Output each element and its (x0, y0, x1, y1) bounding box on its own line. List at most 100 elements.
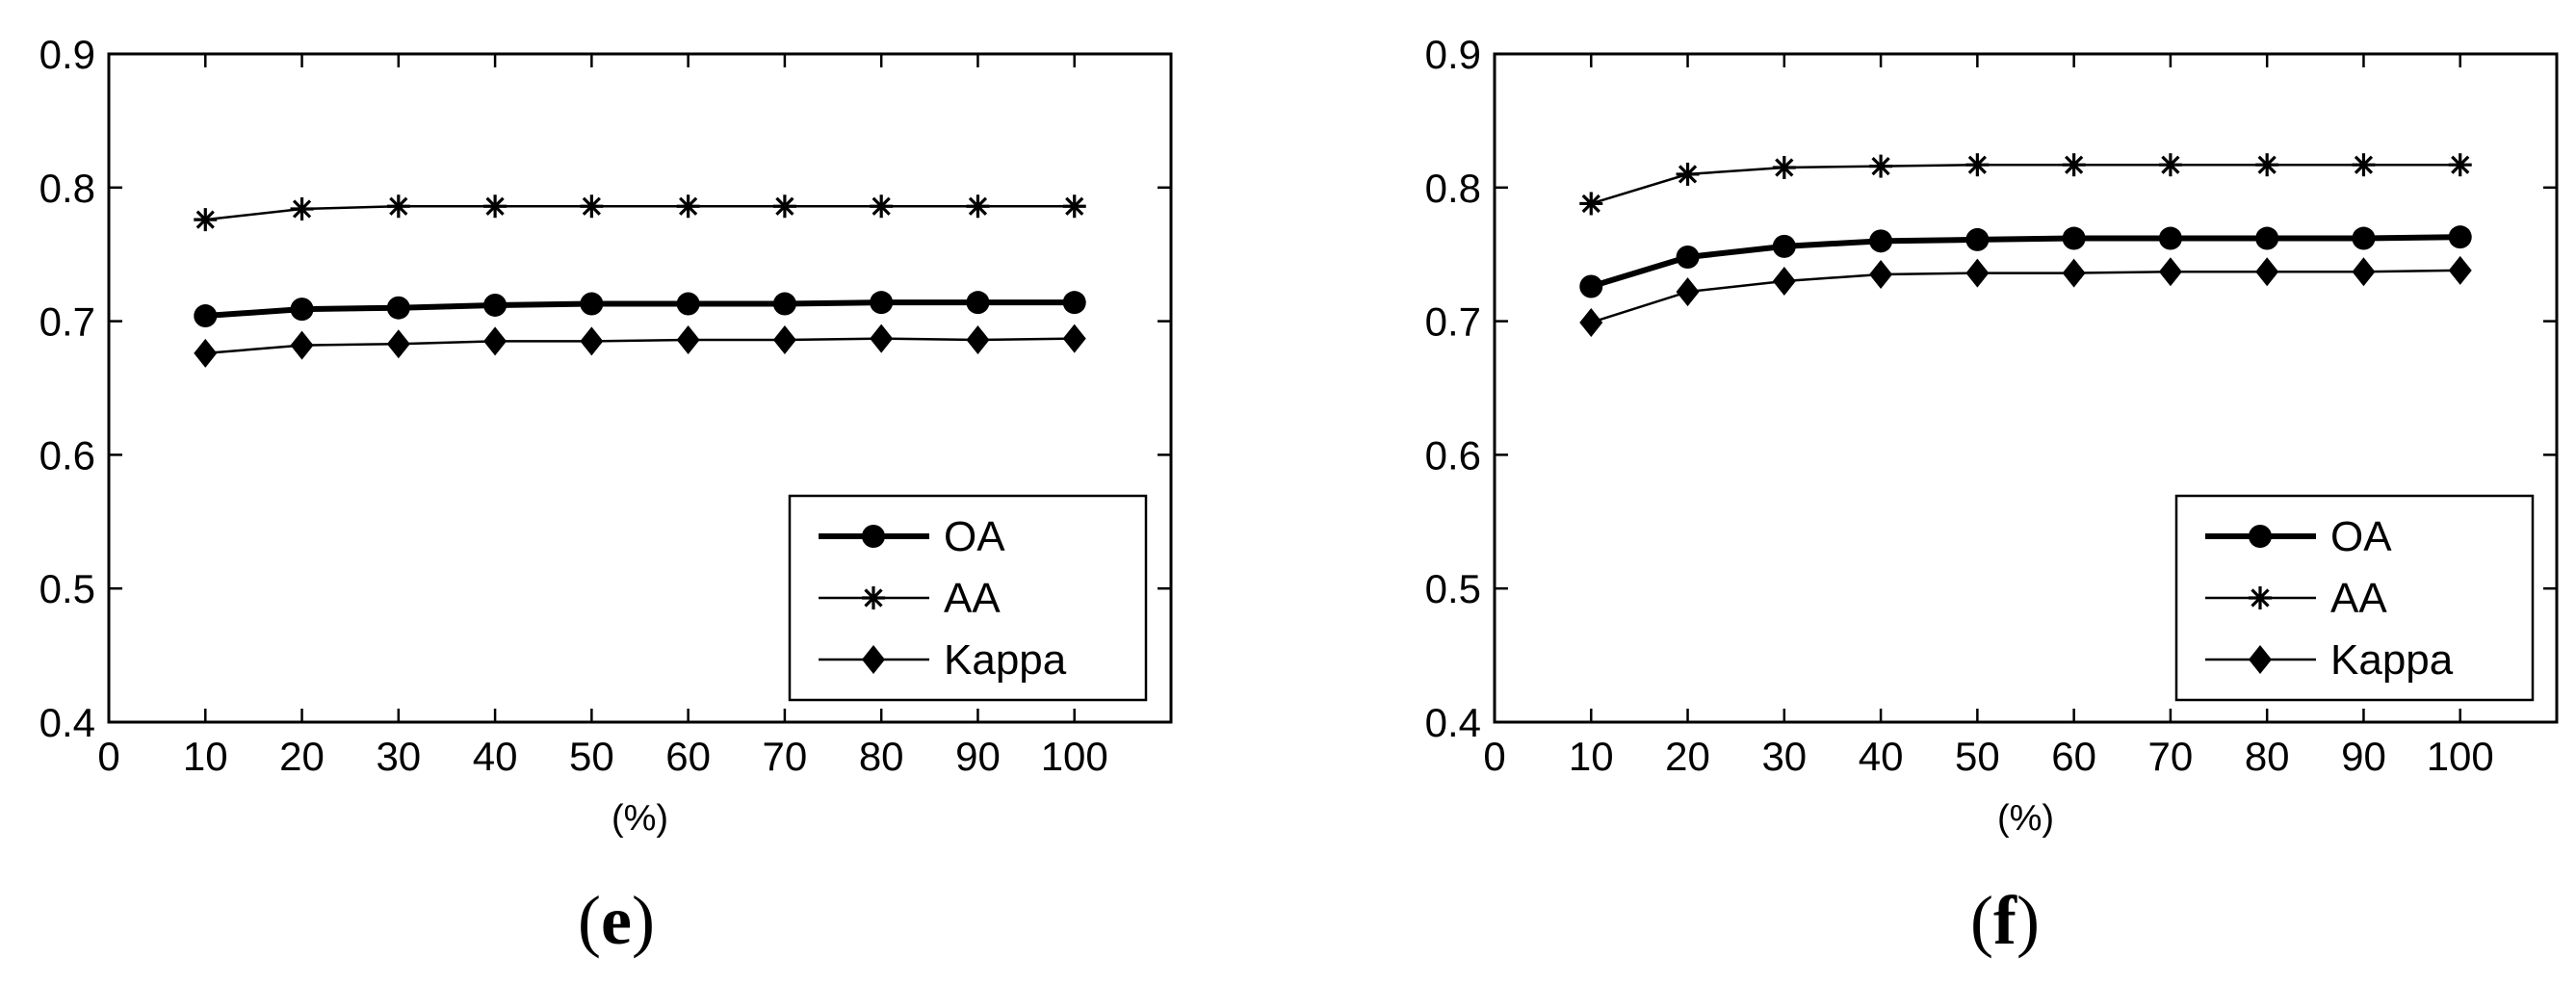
x-tick-label: 50 (1955, 734, 2000, 779)
point-oa (772, 292, 796, 316)
x-tick-label: 40 (473, 734, 518, 779)
legend: OA AA Kappa (2174, 494, 2535, 702)
caption-open-paren: ( (578, 882, 601, 959)
point-kappa (2062, 258, 2086, 288)
point-kappa (386, 329, 410, 359)
series-line-oa (205, 299, 1075, 320)
y-tick-label: 0.9 (1425, 32, 1481, 77)
point-kappa (2352, 257, 2376, 287)
x-tick-label: 100 (1041, 734, 1108, 779)
point-oa (1965, 227, 1990, 251)
point-aa (1965, 153, 1990, 177)
point-kappa (2158, 257, 2182, 287)
legend-marker-kappa (862, 645, 885, 674)
y-tick-label: 0.5 (39, 566, 95, 611)
point-aa (1676, 162, 1700, 186)
caption-open-paren: ( (1970, 882, 1993, 959)
point-aa (580, 194, 604, 219)
x-tick-label: 50 (569, 734, 614, 779)
point-oa (1579, 274, 1603, 298)
point-oa (1676, 245, 1700, 269)
y-tick-label: 0.4 (39, 700, 95, 745)
point-oa (386, 296, 410, 320)
legend-label-kappa: Kappa (944, 636, 1067, 684)
series-line-kappa (205, 337, 1075, 355)
point-aa (772, 194, 796, 219)
point-oa (1869, 229, 1893, 253)
point-kappa (2255, 257, 2279, 287)
legend-marker-aa (2249, 586, 2272, 609)
point-aa (676, 194, 700, 219)
plot-frame (1493, 52, 2559, 724)
x-tick-label: 20 (279, 734, 325, 779)
chart-panel-e: 0 10 20 30 40 50 60 70 80 90 100 0.4 0.5 0.6 0.7 0.8 0.9… (39, 32, 1173, 959)
legend-marker-oa (862, 525, 885, 548)
point-oa (676, 292, 700, 316)
point-kappa (1062, 324, 1086, 353)
y-tick-label: 0.6 (1425, 432, 1481, 478)
point-aa (2158, 153, 2182, 177)
x-tick-label: 0 (97, 734, 119, 779)
point-aa (386, 194, 410, 219)
point-oa (2255, 226, 2279, 250)
point-oa (290, 298, 314, 322)
x-axis-label: (%) (1997, 798, 2054, 839)
panel-caption: (e) (578, 882, 655, 959)
point-aa (1579, 192, 1603, 216)
legend-label-aa: AA (944, 575, 1001, 622)
caption-letter: f (1993, 882, 2017, 959)
point-kappa (194, 338, 218, 368)
point-kappa (483, 326, 507, 356)
x-tick-label: 60 (2051, 734, 2096, 779)
point-kappa (1965, 258, 1990, 288)
point-oa (483, 293, 507, 317)
x-tick-label: 80 (859, 734, 904, 779)
point-aa (290, 197, 314, 221)
point-aa (194, 208, 218, 232)
caption-letter: e (601, 882, 632, 959)
point-aa (1869, 154, 1893, 178)
point-kappa (290, 330, 314, 360)
point-kappa (1772, 266, 1796, 296)
point-kappa (580, 326, 604, 356)
point-kappa (1676, 277, 1700, 307)
x-tick-label: 70 (763, 734, 808, 779)
point-oa (580, 292, 604, 316)
point-aa (483, 194, 507, 219)
x-tick-label: 90 (2341, 734, 2386, 779)
panel-caption: (f) (1970, 882, 2040, 959)
y-tick-label: 0.7 (1425, 299, 1481, 345)
plot-frame (107, 52, 1173, 724)
legend-label-oa: OA (944, 513, 1005, 560)
legend-marker-kappa (2249, 645, 2272, 674)
legend-label-kappa: Kappa (2330, 636, 2454, 684)
point-oa (2352, 226, 2376, 250)
point-oa (966, 291, 990, 315)
point-aa (1772, 155, 1796, 179)
point-kappa (676, 325, 700, 355)
point-kappa (966, 325, 990, 355)
caption-close-paren: ) (2017, 882, 2040, 959)
point-kappa (1579, 307, 1603, 337)
y-tick-label: 0.9 (39, 32, 95, 77)
point-aa (1062, 194, 1086, 219)
x-tick-label: 0 (1483, 734, 1505, 779)
y-tick-label: 0.5 (1425, 566, 1481, 611)
legend-marker-oa (2249, 525, 2272, 548)
y-tick-label: 0.4 (1425, 700, 1481, 745)
x-tick-label: 30 (1761, 734, 1807, 779)
legend: OA AA Kappa (788, 494, 1148, 702)
x-tick-label: 90 (955, 734, 1001, 779)
series-line-aa (1590, 163, 2460, 205)
legend-marker-aa (862, 586, 885, 609)
point-oa (1062, 291, 1086, 315)
point-oa (2158, 226, 2182, 250)
x-tick-label: 100 (2427, 734, 2494, 779)
point-oa (2448, 225, 2472, 249)
x-tick-label: 30 (376, 734, 421, 779)
y-tick-label: 0.8 (1425, 166, 1481, 211)
legend-label-aa: AA (2330, 575, 2387, 622)
legend-label-oa: OA (2330, 513, 2392, 560)
point-oa (2062, 226, 2086, 250)
